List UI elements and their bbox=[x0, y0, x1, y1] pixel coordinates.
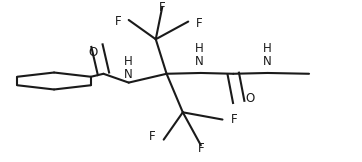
Text: O: O bbox=[88, 46, 97, 59]
Text: N: N bbox=[124, 68, 133, 81]
Text: H: H bbox=[124, 55, 133, 68]
Text: F: F bbox=[198, 142, 204, 155]
Text: F: F bbox=[159, 1, 165, 14]
Text: F: F bbox=[230, 113, 237, 126]
Text: N: N bbox=[195, 55, 204, 68]
Text: F: F bbox=[195, 17, 202, 30]
Text: O: O bbox=[245, 92, 254, 105]
Text: N: N bbox=[263, 55, 272, 68]
Text: F: F bbox=[115, 15, 122, 28]
Text: F: F bbox=[149, 130, 156, 143]
Text: H: H bbox=[195, 42, 204, 55]
Text: H: H bbox=[263, 42, 272, 55]
